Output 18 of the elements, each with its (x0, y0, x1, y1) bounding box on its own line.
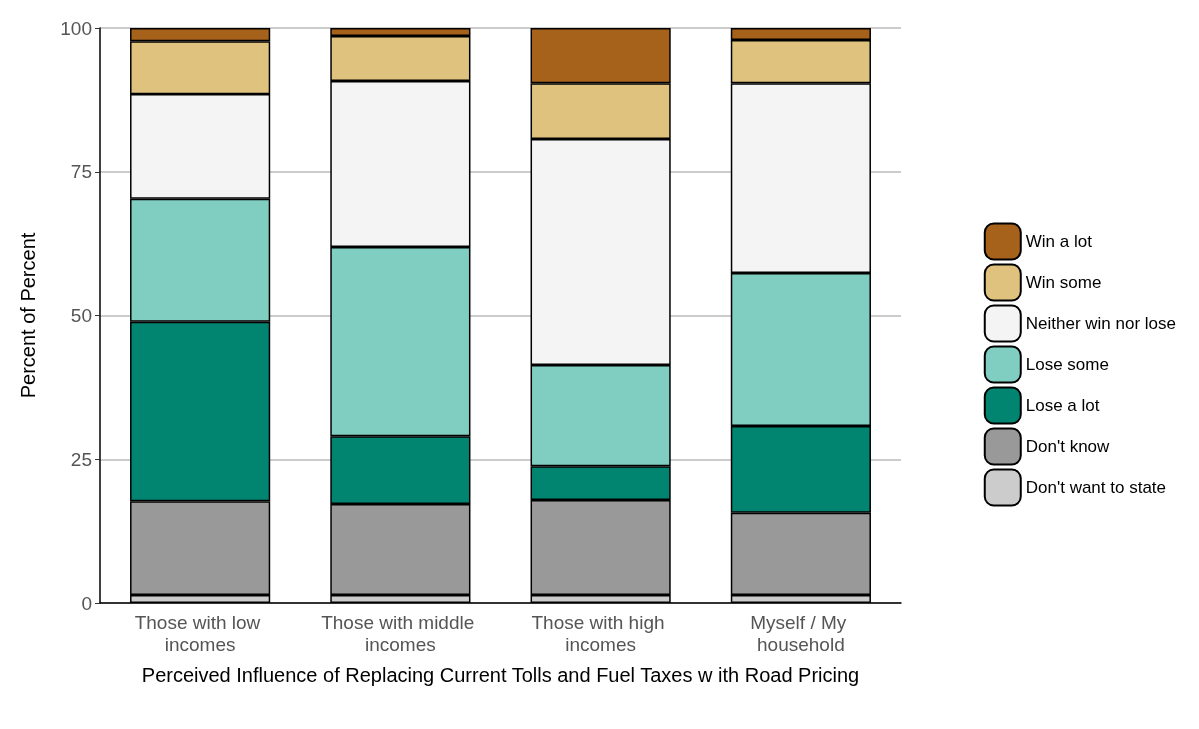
x-tick-label: Those with low incomes (134, 611, 266, 655)
x-tick-label: Myself / My household (750, 611, 852, 655)
y-axis-title: Percent of Percent (17, 232, 39, 399)
legend-label: Neither win nor lose (1025, 314, 1177, 333)
y-tick-label: 25 (70, 448, 92, 470)
x-tick-label: Those with high incomes (531, 611, 670, 655)
legend-label: Win a lot (1025, 232, 1093, 251)
legend-label: Lose some (1025, 355, 1109, 374)
y-tick-label: 100 (60, 17, 92, 39)
legend-label: Win some (1025, 273, 1102, 292)
y-tick-label: 50 (70, 305, 92, 326)
y-tick-label: 0 (81, 592, 92, 614)
x-axis-title: Perceived Influence of Replacing Current Tolls and Fuel Taxes w ith Road Pricing (141, 664, 860, 686)
y-tick-label: 75 (70, 161, 92, 183)
legend-label: Don't want to state (1025, 478, 1167, 497)
legend-label: Don't know (1025, 437, 1111, 456)
x-tick-label: Those with middle incomes (321, 611, 480, 655)
legend-label: Lose a lot (1025, 396, 1100, 415)
